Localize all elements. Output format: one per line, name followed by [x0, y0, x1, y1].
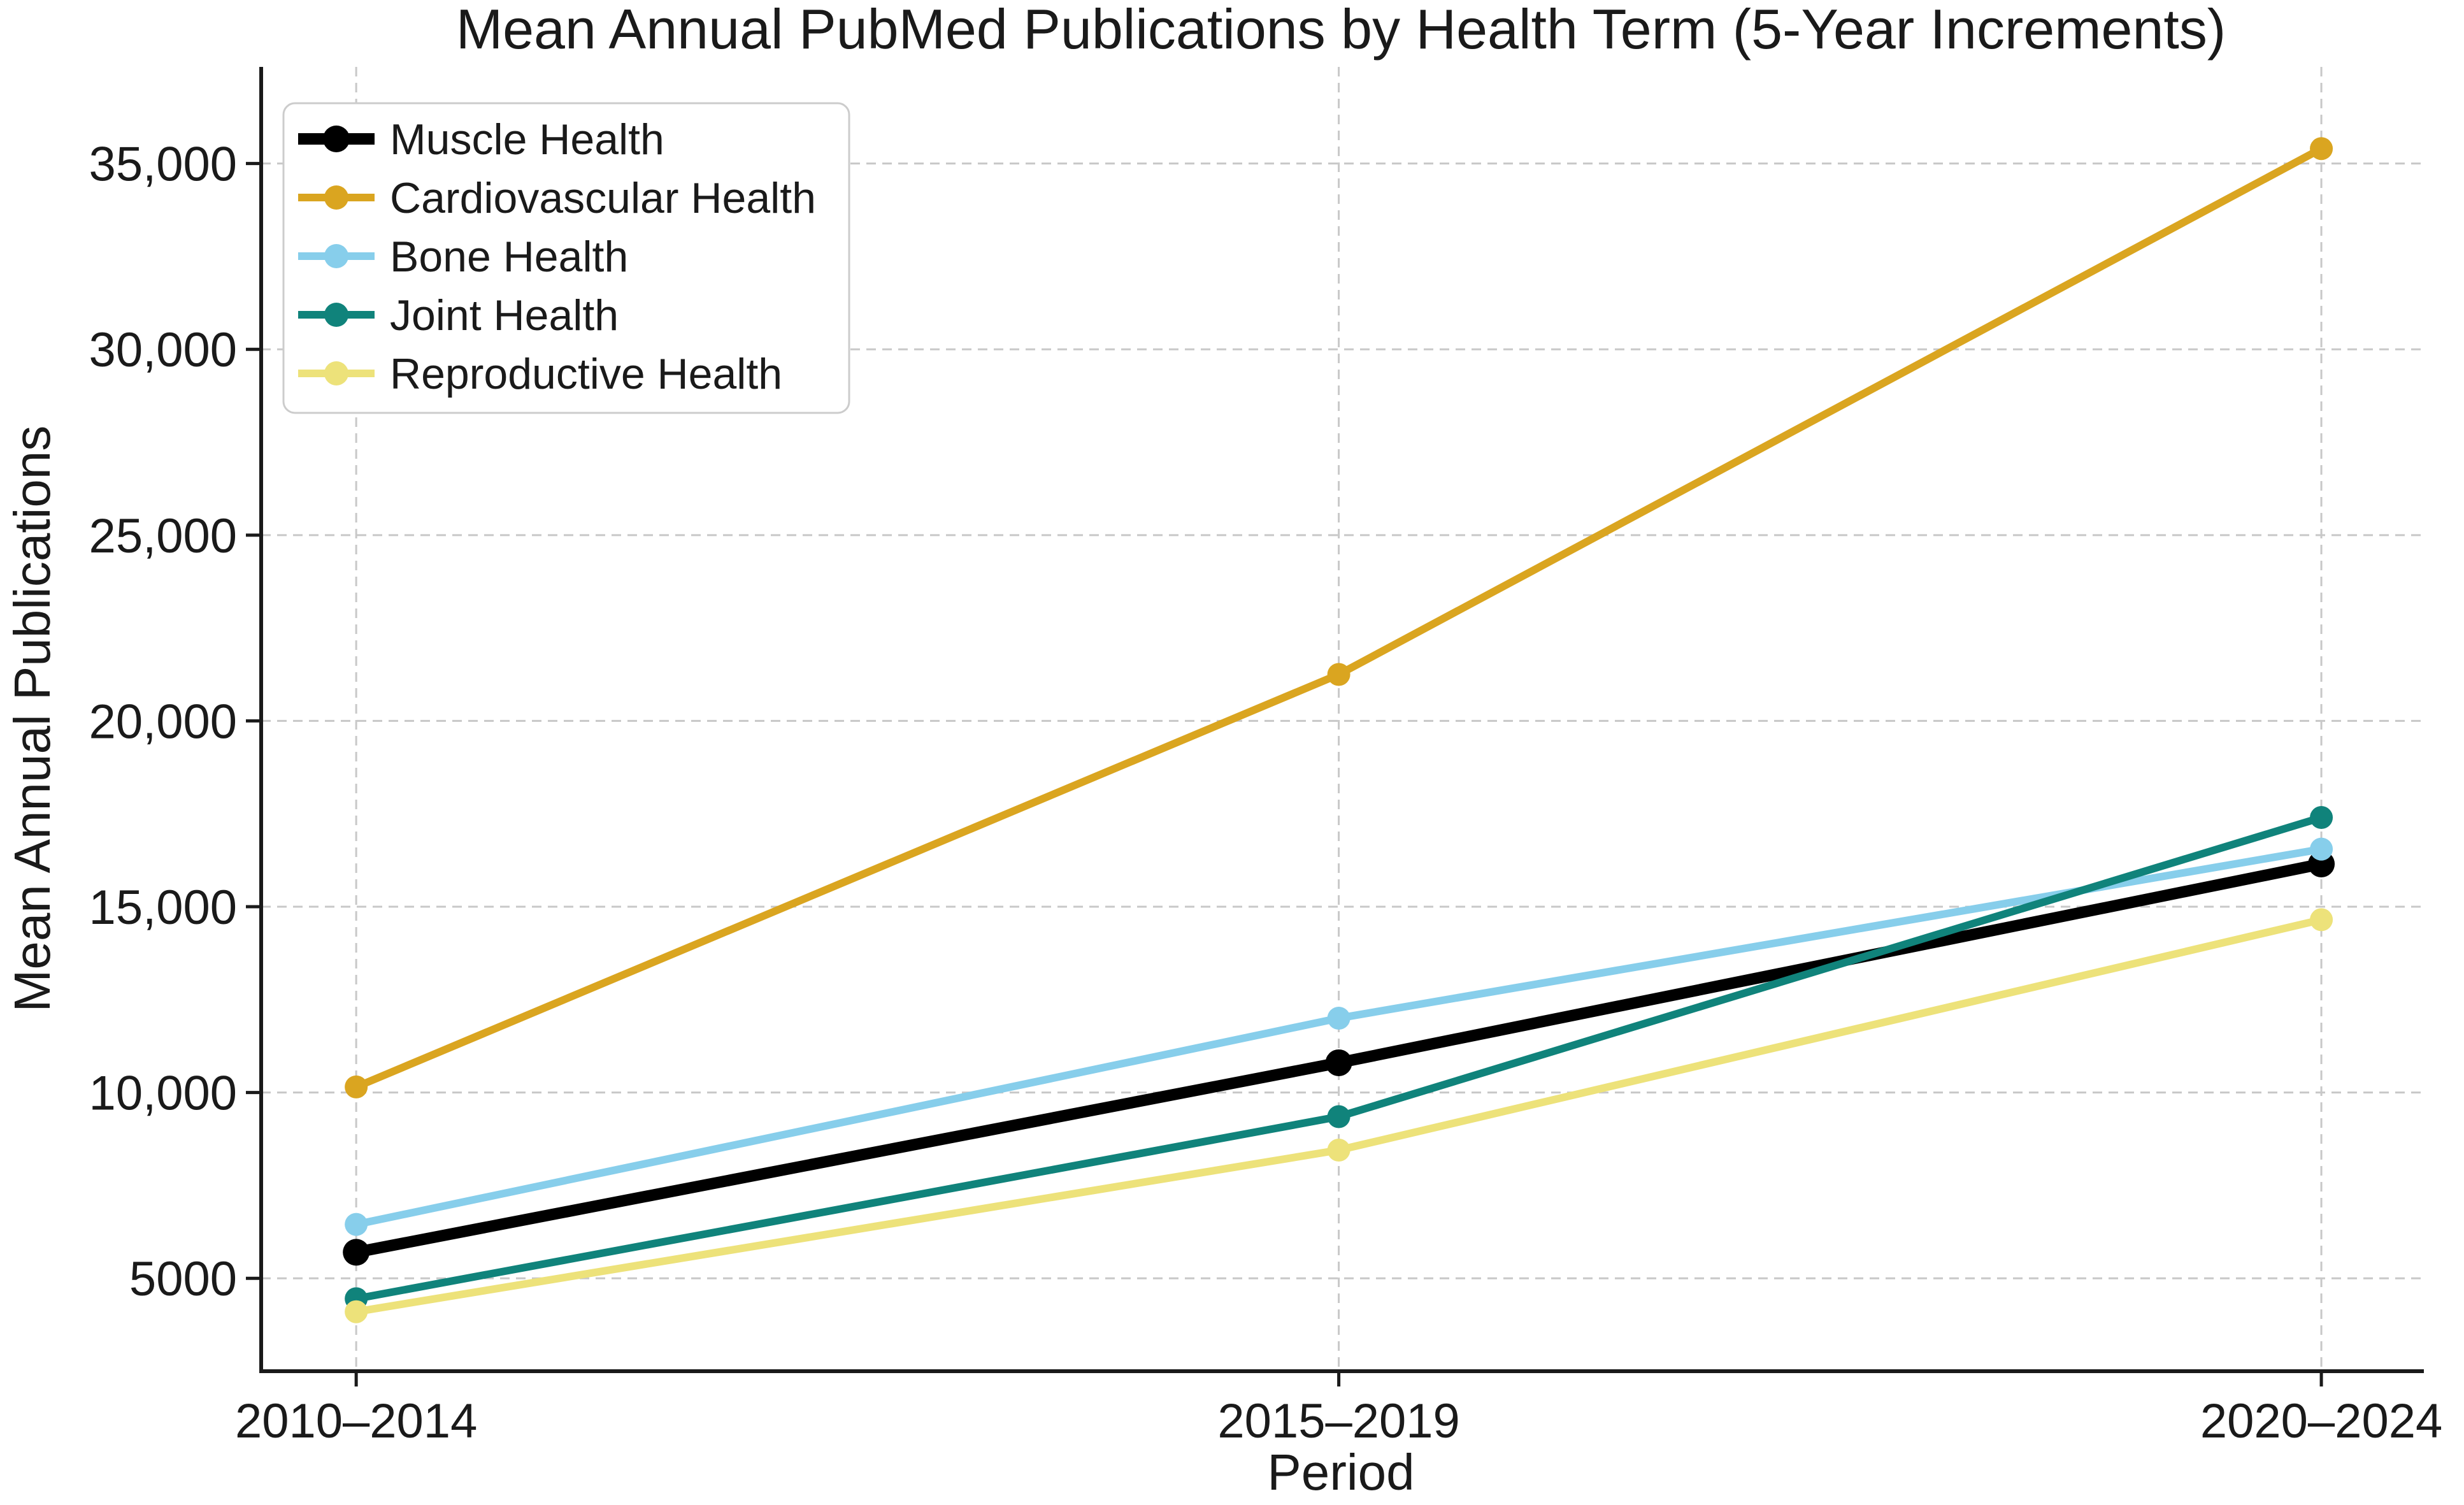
y-tick-label: 25,000 [89, 509, 237, 563]
y-tick-label: 10,000 [89, 1067, 237, 1121]
data-point-joint-health [1327, 1105, 1350, 1128]
legend-item-bone-health: Bone Health [298, 233, 628, 281]
legend-box [282, 102, 850, 414]
legend-item-label: Reproductive Health [390, 350, 782, 398]
legend-item-cardiovascular-health: Cardiovascular Health [298, 174, 816, 222]
data-point-bone-health [2310, 837, 2333, 861]
legend-item-muscle-health: Muscle Health [298, 115, 664, 164]
axes: 5000 10,000 15,000 20,000 25,000 30,000 35,000… [89, 67, 2442, 1448]
y-axis-label: Mean Annual Publications [4, 426, 61, 1012]
y-tick-label: 5000 [129, 1252, 237, 1306]
data-point-cardiovascular-health [1327, 663, 1350, 686]
y-tick-label: 30,000 [89, 323, 237, 377]
data-point-bone-health [345, 1213, 368, 1236]
data-point-cardiovascular-health [2310, 137, 2333, 161]
y-tick-label: 35,000 [89, 138, 237, 192]
legend-swatch-marker [324, 361, 348, 385]
x-tick-label: 2015–2019 [1217, 1394, 1459, 1448]
legend-swatch-marker [324, 303, 348, 327]
data-point-cardiovascular-health [345, 1075, 368, 1098]
data-point-bone-health [1327, 1006, 1350, 1030]
x-tick-label: 2020–2024 [2200, 1394, 2442, 1448]
legend-item-reproductive-health: Reproductive Health [298, 350, 782, 398]
chart-title: Mean Annual PubMed Publications by Healt… [456, 0, 2226, 61]
y-tick-label: 15,000 [89, 881, 237, 935]
legend-swatch-marker [323, 126, 350, 152]
data-point-muscle-health [1325, 1049, 1352, 1076]
legend: Muscle Health Cardiovascular Health Bone H… [282, 102, 850, 414]
legend-item-label: Joint Health [390, 291, 619, 340]
legend-swatch-marker [324, 244, 348, 268]
y-tick-label: 20,000 [89, 695, 237, 749]
data-point-reproductive-health [1327, 1139, 1350, 1162]
legend-item-joint-health: Joint Health [298, 291, 619, 340]
legend-item-label: Bone Health [390, 233, 628, 281]
legend-swatch-marker [324, 185, 348, 210]
x-axis-label: Period [1267, 1444, 1414, 1501]
x-tick-label: 2010–2014 [235, 1394, 477, 1448]
data-point-reproductive-health [2310, 908, 2333, 932]
data-point-reproductive-health [345, 1300, 368, 1323]
legend-item-label: Muscle Health [390, 115, 664, 164]
legend-item-label: Cardiovascular Health [390, 174, 816, 222]
data-point-joint-health [2310, 806, 2333, 830]
series-layer [343, 137, 2335, 1323]
data-point-muscle-health [343, 1239, 370, 1266]
